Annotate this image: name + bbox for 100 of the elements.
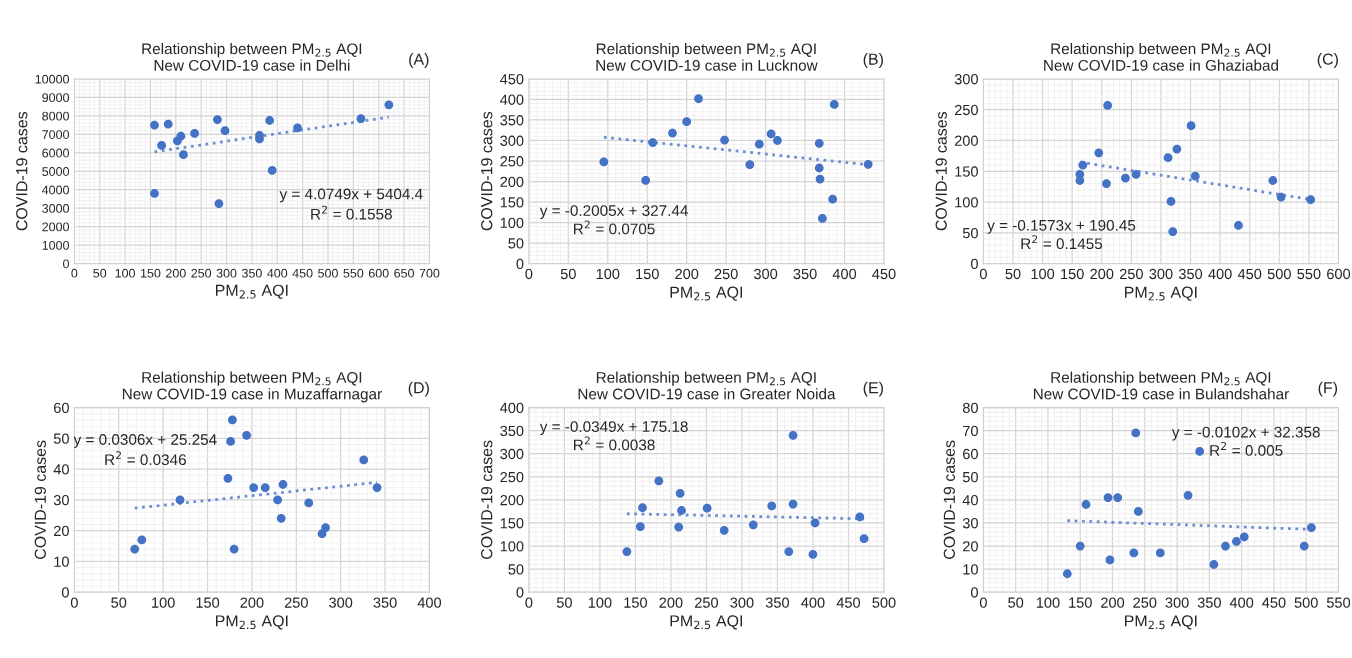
point [814,163,824,173]
y-tick-label: 7000 [42,130,70,139]
point [788,430,798,440]
y-tick-label: 0 [61,587,69,598]
x-tick-label: 350 [373,597,397,608]
y-axis-title: COVID-19 cases [34,440,46,559]
point [276,513,286,523]
x-tick-label: 450 [292,268,313,278]
y-tick-label: 10 [54,556,69,567]
point [720,135,729,145]
x-tick-label: 0 [979,597,987,608]
x-tick-label: 50 [111,597,127,608]
x-tick-label: 50 [556,597,572,608]
x-tick-label: 250 [714,268,738,280]
x-tick-label: 500 [318,268,338,278]
x-tick-label: 400 [1229,597,1254,608]
annotation: R$^{2}$ = 0.1455 [1021,235,1103,250]
text: (F) [1318,381,1338,397]
point [828,194,838,204]
x-tick-label: 400 [417,597,442,608]
y-tick-label: 6000 [42,148,70,158]
x-tick-label: 600 [1327,268,1351,280]
annotation: y = -0.1573x + 190.45 [987,219,1136,234]
annotation: R$^{2}$ = 0.0346 [105,451,186,466]
x-tick-label: 250 [1119,268,1143,280]
x-tick-label: 150 [1069,597,1092,608]
point [150,189,159,198]
x-tick-label: 200 [659,597,683,608]
point [1195,447,1205,456]
point [137,535,147,545]
point [1276,192,1286,202]
x-axis-title: PM$_{2.5}$ AQI [216,615,288,630]
x-tick-label: 300 [329,597,353,608]
x-tick-label: 150 [196,597,220,608]
y-tick-label: 400 [500,402,524,414]
y-tick-label: 50 [508,238,524,249]
x-tick-label: 450 [872,268,896,280]
chart-title: Relationship between PM$_{2.5}$ AQI New COVID-19 case in Delhi [142,42,362,71]
x-tick-label: 500 [872,597,896,608]
point [863,159,873,169]
y-tick-label: 350 [500,425,524,437]
annotation: R$^{2}$ = 0.0705 [574,220,655,235]
point [694,94,703,104]
annotation: R$^{2}$ = 0.005 [1210,441,1283,456]
y-tick-label: 9000 [42,93,70,103]
chart-title: Relationship between PM$_{2.5}$ AQI New COVID-19 case in Bulandshahar [1033,371,1289,400]
point [321,523,330,532]
x-tick-label: 300 [1165,597,1189,608]
point [1103,493,1113,502]
point [1183,490,1193,500]
point [773,136,782,145]
x-tick-label: 700 [419,268,440,278]
x-tick-label: 200 [240,597,264,608]
x-tick-label: 500 [1294,597,1318,608]
y-tick-label: 2000 [42,222,70,232]
point [1094,148,1104,158]
x-tick-label: 200 [1101,597,1125,608]
point [372,483,382,492]
point [1081,500,1091,509]
x-tick-label: 550 [1297,268,1321,280]
point [754,139,764,149]
y-tick-label: 10000 [35,74,70,84]
chart-title: Relationship between PM$_{2.5}$ AQI New COVID-19 case in Greater Noida [578,371,836,400]
y-tick-label: 40 [962,494,978,506]
x-tick-label: 100 [115,268,136,278]
y-tick-label: 5000 [42,167,70,176]
point [767,501,777,511]
point [829,100,839,109]
x-tick-label: 100 [588,597,612,608]
point [249,483,259,492]
x-tick-label: 250 [284,597,308,608]
y-tick-label: 40 [53,464,69,475]
y-tick-label: 0 [516,587,524,598]
x-tick-label: 400 [832,268,857,280]
y-tick-label: 60 [54,402,69,414]
x-axis-title: PM$_{2.5}$ AQI [670,286,743,301]
y-tick-label: 20 [963,541,978,552]
x-axis-title: PM$_{2.5}$ AQI [1125,615,1197,630]
point [175,495,185,505]
point [213,115,222,124]
point [214,199,224,208]
y-tick-label: 50 [508,564,524,575]
annotation: y = -0.0102x + 32.358 [1171,426,1320,441]
point [702,503,712,513]
point [226,437,235,446]
y-tick-label: 150 [500,197,524,208]
x-tick-label: 400 [1208,268,1232,280]
annotation: R$^{2}$ = 0.0038 [574,436,655,451]
x-tick-label: 200 [166,268,186,278]
y-tick-label: 150 [500,518,524,529]
y-tick-label: 200 [954,135,978,146]
x-tick-label: 350 [793,268,817,280]
point [859,534,869,544]
x-tick-label: 0 [979,268,987,280]
annotation: y = -0.2005x + 327.44 [539,205,688,220]
x-tick-label: 450 [1237,268,1262,280]
y-tick-label: 0 [970,258,978,270]
point [1102,179,1111,188]
x-tick-label: 50 [560,268,576,280]
y-tick-label: 20 [54,525,69,537]
